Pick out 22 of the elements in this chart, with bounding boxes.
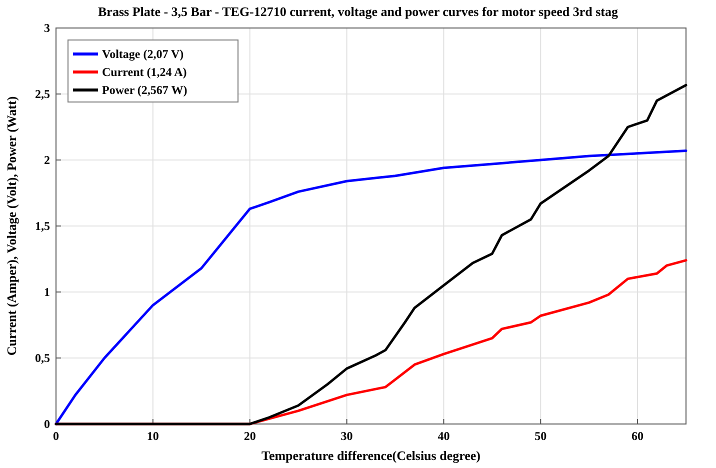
y-tick-label: 0,5 [35, 351, 50, 365]
y-tick-label: 1 [44, 285, 50, 299]
chart-title: Brass Plate - 3,5 Bar - TEG-12710 current, voltage and power curves for motor speed 3rd stag [98, 4, 618, 19]
x-axis-title: Temperature difference(Celsius degree) [261, 448, 481, 463]
x-tick-label: 0 [53, 429, 59, 443]
x-tick-label: 30 [340, 429, 353, 443]
legend-label: Voltage (2,07 V) [102, 47, 184, 61]
y-tick-label: 1,5 [35, 219, 50, 233]
legend-label: Current (1,24 A) [102, 65, 187, 79]
x-tick-label: 40 [438, 429, 450, 443]
y-tick-label: 0 [44, 417, 50, 431]
x-tick-label: 10 [146, 429, 159, 443]
line-series [54, 150, 688, 426]
legend-label: Power (2,567 W) [102, 83, 188, 97]
line-series [54, 84, 688, 426]
y-tick-label: 2,5 [35, 87, 50, 101]
y-axis-title: Current (Amper), Voltage (Volt), Power (Watt) [4, 96, 19, 356]
x-tick-label: 50 [534, 429, 547, 443]
x-tick-label: 60 [632, 429, 644, 443]
y-tick-label: 2 [44, 153, 50, 167]
x-tick-label: 20 [244, 429, 256, 443]
y-tick-label: 3 [44, 21, 50, 35]
